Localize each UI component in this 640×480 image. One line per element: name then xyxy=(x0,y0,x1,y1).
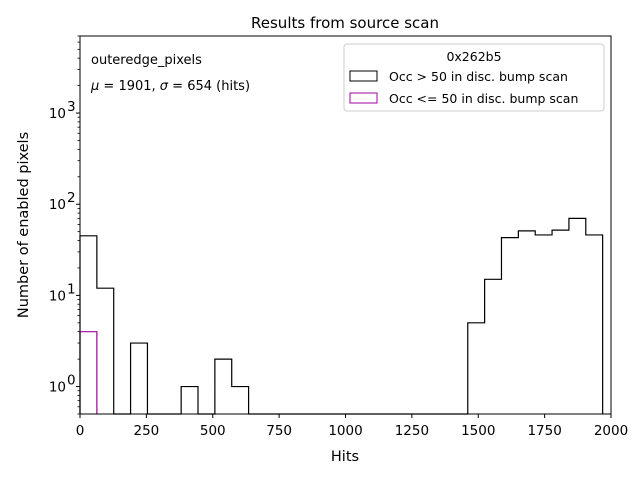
histogram-bin xyxy=(80,332,97,414)
chart-title: Results from source scan xyxy=(251,14,439,32)
histogram-bin xyxy=(586,235,603,414)
x-tick-label: 1750 xyxy=(527,423,561,439)
histogram-bin xyxy=(131,343,148,414)
legend-label-occ-le-50: Occ <= 50 in disc. bump scan xyxy=(389,91,578,106)
histogram-bin xyxy=(215,359,232,414)
y-tick-exponent: 3 xyxy=(67,99,76,115)
histogram-bin xyxy=(518,231,535,414)
y-tick-exponent: 2 xyxy=(67,190,76,206)
mu-value: = 1901, xyxy=(99,79,160,94)
y-tick-label: 10 xyxy=(49,106,66,122)
histogram-bin xyxy=(501,238,518,414)
annotation-label: outeredge_pixels xyxy=(91,53,202,68)
legend-title: 0x262b5 xyxy=(446,49,501,64)
y-tick-exponent: 0 xyxy=(67,373,76,389)
annotation-stats: μ = 1901, σ = 654 (hits) xyxy=(90,79,250,94)
x-tick-label: 2000 xyxy=(594,423,628,439)
histogram-bin xyxy=(552,230,569,414)
x-tick-label: 500 xyxy=(200,423,226,439)
x-tick-label: 250 xyxy=(133,423,159,439)
legend-swatch-occ-gt-50 xyxy=(349,70,378,82)
histogram-bin xyxy=(485,279,502,414)
legend-box xyxy=(343,43,605,112)
y-tick-label: 10 xyxy=(49,197,66,213)
mu-symbol: μ xyxy=(90,79,99,94)
x-tick-label: 0 xyxy=(76,423,85,439)
legend-swatch-occ-le-50 xyxy=(349,92,378,104)
y-tick-label: 10 xyxy=(49,288,66,304)
y-tick-label: 10 xyxy=(49,380,66,396)
x-tick-label: 1500 xyxy=(461,423,495,439)
histogram-bin xyxy=(468,323,485,414)
histogram-bin xyxy=(232,387,249,414)
x-axis-label: Hits xyxy=(331,449,359,465)
y-axis-label: Number of enabled pixels xyxy=(16,132,32,318)
sigma-symbol: σ xyxy=(160,79,169,94)
x-tick-label: 1000 xyxy=(328,423,362,439)
legend-label-occ-gt-50: Occ > 50 in disc. bump scan xyxy=(389,69,568,84)
y-tick-exponent: 1 xyxy=(67,281,76,297)
histogram-bin xyxy=(97,288,114,414)
histogram-bin xyxy=(181,387,198,414)
legend: 0x262b5 Occ > 50 in disc. bump scan Occ … xyxy=(343,43,605,112)
histogram-bin xyxy=(569,218,586,414)
x-tick-label: 750 xyxy=(266,423,292,439)
x-tick-label: 1250 xyxy=(395,423,429,439)
histogram-bin xyxy=(535,235,552,414)
sigma-value: = 654 (hits) xyxy=(168,79,250,94)
x-axis: 0 250 500 750 1000 1250 1500 1750 2000 xyxy=(76,414,628,439)
